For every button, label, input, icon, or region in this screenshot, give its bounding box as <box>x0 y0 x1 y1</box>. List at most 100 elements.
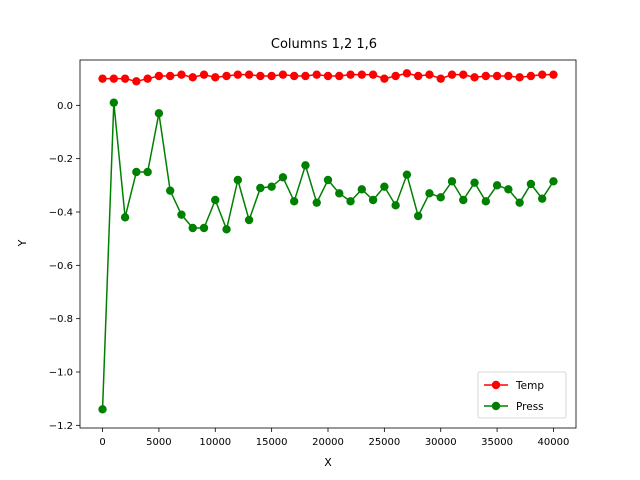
data-point-temp <box>380 74 389 83</box>
data-point-press <box>143 167 152 177</box>
data-point-press <box>233 175 243 185</box>
data-point-press <box>199 223 209 233</box>
data-point-temp <box>312 70 321 79</box>
data-point-press <box>132 167 141 177</box>
y-tick-label: −0.8 <box>49 314 73 325</box>
y-tick-label: −0.4 <box>49 208 73 219</box>
data-point-press <box>380 182 389 191</box>
data-point-temp <box>504 71 513 81</box>
legend-label-temp: Temp <box>515 380 544 392</box>
data-point-temp <box>256 71 265 81</box>
data-point-press <box>515 198 524 207</box>
data-point-temp <box>323 71 333 81</box>
x-tick-label: 20000 <box>312 437 344 448</box>
data-point-press <box>98 405 107 414</box>
data-point-press <box>492 181 502 190</box>
data-point-temp <box>244 70 254 79</box>
data-point-temp <box>289 71 299 81</box>
x-tick-label: 10000 <box>199 437 231 448</box>
data-point-temp <box>188 73 197 82</box>
data-point-press <box>109 98 119 107</box>
data-point-temp <box>301 71 310 81</box>
data-point-temp <box>154 71 164 81</box>
data-point-temp <box>436 74 445 83</box>
data-point-press <box>256 183 265 193</box>
data-point-press <box>504 185 513 194</box>
data-point-temp <box>165 71 175 81</box>
data-point-temp <box>368 70 378 79</box>
data-point-press <box>177 210 186 219</box>
data-point-temp <box>425 70 434 79</box>
data-point-press <box>211 195 220 205</box>
data-point-temp <box>526 71 536 81</box>
data-point-temp <box>470 73 479 82</box>
data-point-press <box>301 161 310 170</box>
y-tick-label: −0.6 <box>49 261 73 272</box>
y-tick-label: −1.0 <box>49 368 73 379</box>
y-tick-label: −1.2 <box>49 421 73 432</box>
legend-marker-temp <box>491 380 501 390</box>
data-point-temp <box>346 70 355 79</box>
data-point-press <box>188 223 197 233</box>
x-tick-label: 0 <box>99 437 105 448</box>
data-point-press <box>346 197 355 206</box>
data-point-temp <box>402 69 412 78</box>
x-tick-label: 15000 <box>256 437 288 448</box>
data-point-temp <box>537 70 547 79</box>
x-tick-label: 5000 <box>146 437 171 448</box>
data-point-press <box>402 170 412 179</box>
data-point-press <box>289 197 299 206</box>
data-point-temp <box>120 74 130 83</box>
legend-label-press: Press <box>516 401 544 413</box>
data-point-temp <box>515 73 524 82</box>
data-point-temp <box>98 74 107 83</box>
data-point-temp <box>132 77 141 86</box>
data-point-press <box>526 179 536 189</box>
data-point-temp <box>267 71 276 81</box>
axes: 0 5000 10000 15000 20000 25000 30000 35000 40000… <box>49 59 577 448</box>
data-point-temp <box>211 73 220 82</box>
data-point-press <box>244 215 254 225</box>
data-point-temp <box>447 70 457 79</box>
data-point-press <box>470 178 479 187</box>
data-point-press <box>459 195 468 205</box>
y-axis-label: Y <box>16 239 29 247</box>
data-point-press <box>391 201 400 210</box>
chart-title: Columns 1,2 1,6 <box>271 37 377 52</box>
x-tick-label: 30000 <box>425 437 457 448</box>
data-point-temp <box>459 70 468 79</box>
data-point-press <box>323 175 333 185</box>
data-point-temp <box>177 70 186 79</box>
data-point-temp <box>357 70 367 79</box>
data-point-temp <box>335 71 344 81</box>
plot-area <box>98 69 558 414</box>
data-point-press <box>481 197 491 206</box>
data-point-press <box>222 225 231 234</box>
data-point-temp <box>492 71 502 81</box>
legend-marker-press <box>491 401 501 411</box>
data-point-press <box>154 109 164 118</box>
data-point-press <box>368 195 378 205</box>
data-point-temp <box>413 71 423 81</box>
data-point-temp <box>109 74 119 83</box>
data-point-press <box>278 173 288 182</box>
x-axis-label: X <box>324 456 332 469</box>
data-point-press <box>413 211 423 221</box>
legend: Temp Press <box>477 371 567 419</box>
data-point-press <box>447 177 457 186</box>
data-point-press <box>165 186 175 195</box>
data-point-press <box>312 198 321 207</box>
data-point-temp <box>278 70 288 79</box>
data-point-press <box>537 194 547 203</box>
data-point-press <box>549 177 558 186</box>
data-point-press <box>120 213 130 222</box>
x-tick-label: 35000 <box>481 437 513 448</box>
data-point-temp <box>233 70 243 79</box>
y-tick-label: 0.0 <box>57 101 73 112</box>
data-point-press <box>425 189 434 198</box>
data-point-temp <box>143 74 152 83</box>
data-point-press <box>436 193 445 202</box>
data-point-press <box>357 185 367 194</box>
data-point-temp <box>199 70 209 79</box>
